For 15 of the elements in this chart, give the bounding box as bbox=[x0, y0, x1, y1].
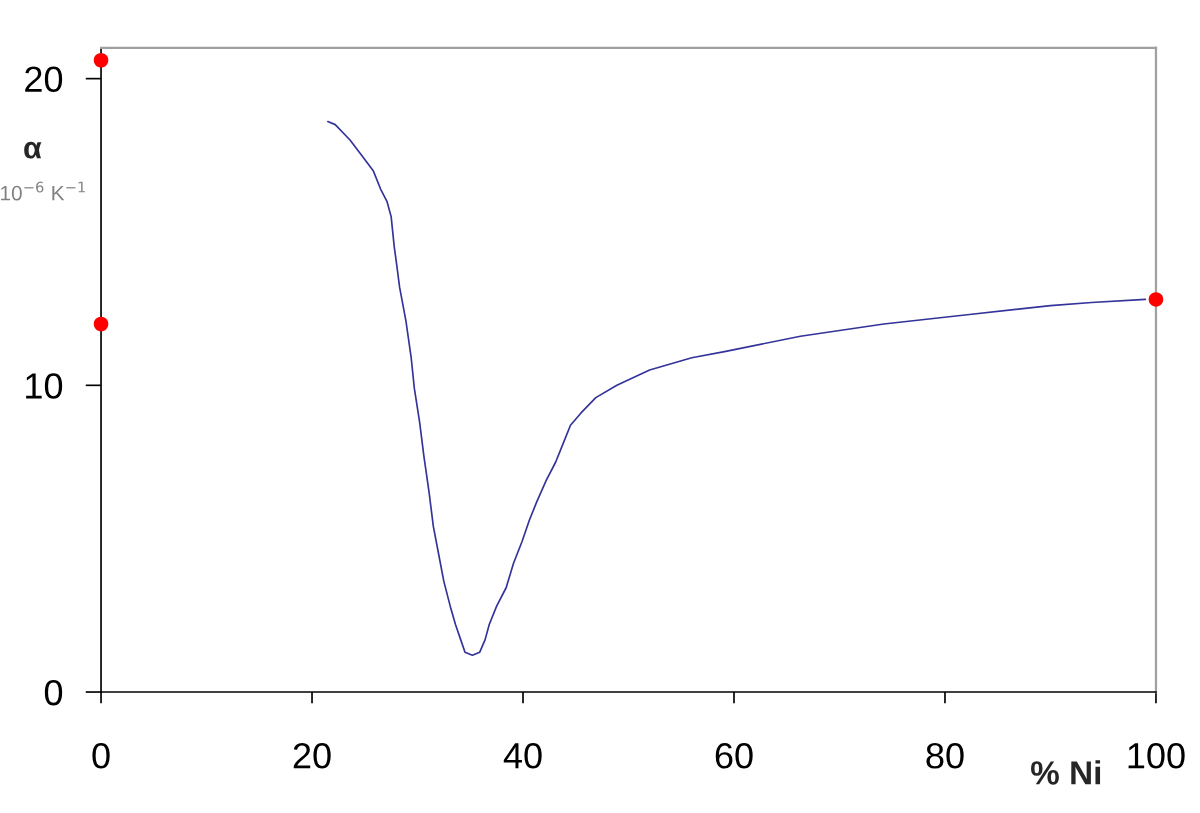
x-tick-label: 20 bbox=[293, 742, 331, 769]
x-tick-label: 60 bbox=[715, 742, 753, 769]
y-tick-label: 10 bbox=[26, 373, 63, 399]
x-axis-title: % Ni bbox=[1031, 760, 1101, 785]
x-tick-label: 100 bbox=[1128, 742, 1185, 769]
y-tick-label: 20 bbox=[25, 66, 63, 93]
x-tick-label: 0 bbox=[92, 742, 110, 769]
x-tick-label: 80 bbox=[926, 742, 964, 769]
point bbox=[93, 52, 109, 68]
y-axis-title: α 10$^{−6}$ K$^{−1}$ bbox=[1, 141, 85, 201]
y-tick-label: 0 bbox=[44, 679, 63, 706]
line-series bbox=[327, 120, 1147, 657]
x-tick-label: 40 bbox=[503, 742, 542, 769]
point bbox=[1148, 292, 1164, 307]
point bbox=[93, 316, 109, 332]
